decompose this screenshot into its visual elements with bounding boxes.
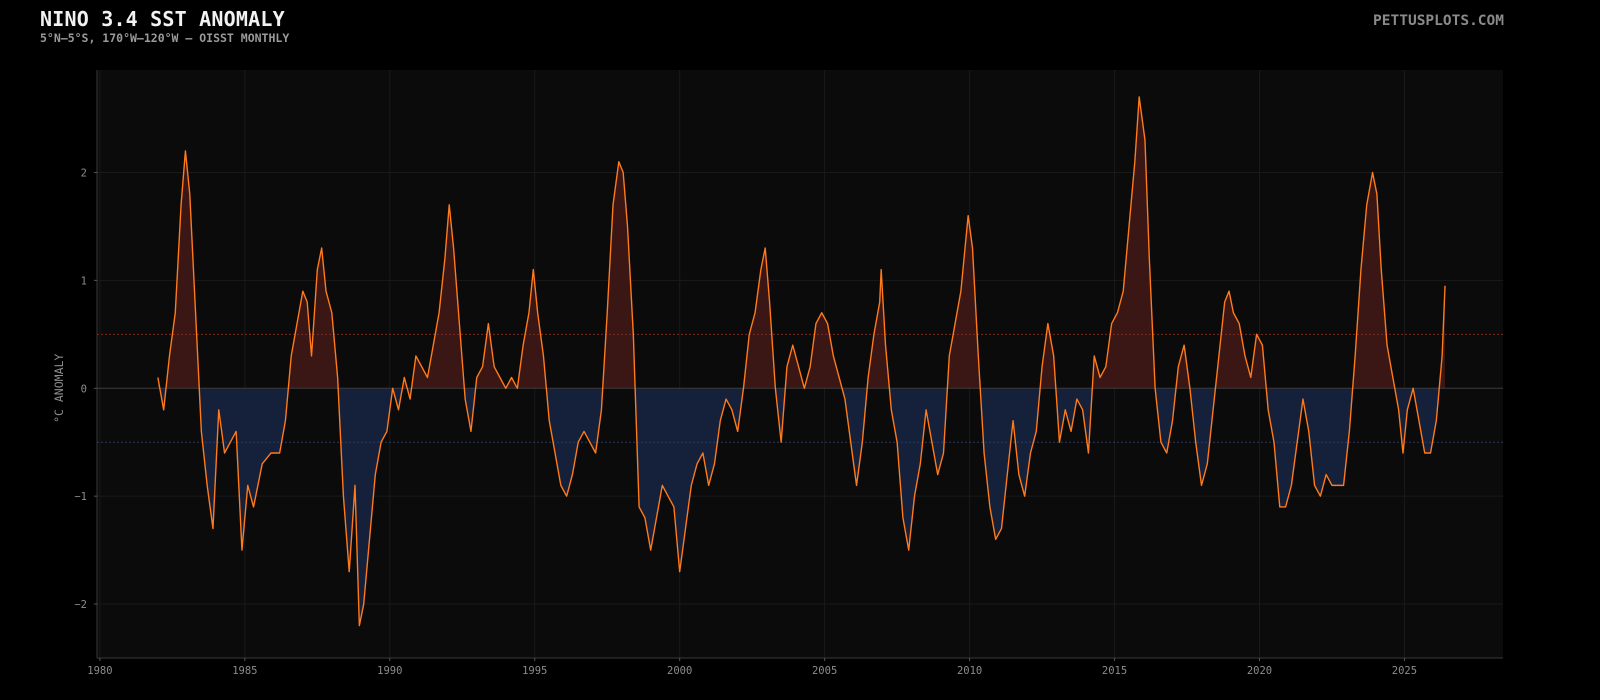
anomaly-fills — [157, 96, 1446, 626]
y-tick-label: 1 — [81, 275, 87, 287]
x-tick-label: 1985 — [232, 665, 257, 677]
x-tick-label: 2010 — [957, 665, 982, 677]
anomaly-line — [157, 96, 1446, 627]
y-tick-label: −1 — [74, 491, 87, 503]
chart-title: NINO 3.4 SST ANOMALY — [40, 7, 285, 31]
reference-lines — [97, 333, 1503, 443]
y-axis-ticks: −2 −1 0 1 2 — [74, 167, 97, 611]
anomaly-series — [157, 96, 1446, 627]
x-tick-label: 1995 — [522, 665, 547, 677]
brand-watermark: PETTUSPLOTS.COM — [1373, 13, 1504, 29]
cool-anomaly-fill — [157, 388, 1446, 626]
x-tick-label: 2000 — [667, 665, 692, 677]
x-tick-label: 2025 — [1392, 665, 1417, 677]
axes — [96, 70, 1503, 659]
y-axis-label: °C ANOMALY — [52, 354, 66, 423]
x-tick-label: 2005 — [812, 665, 837, 677]
x-axis-ticks: 1980 1985 1990 1995 2000 2005 2010 2015 2020 2025 — [87, 658, 1417, 677]
y-tick-label: −2 — [74, 599, 87, 611]
x-tick-label: 1990 — [377, 665, 402, 677]
warm-anomaly-fill — [157, 96, 1446, 389]
chart-subtitle: 5°N–5°S, 170°W–120°W — OISST MONTHLY — [40, 31, 290, 45]
x-tick-label: 2020 — [1247, 665, 1272, 677]
y-tick-label: 2 — [81, 167, 87, 179]
x-tick-label: 2015 — [1102, 665, 1127, 677]
x-tick-label: 1980 — [87, 665, 112, 677]
y-tick-label: 0 — [81, 383, 87, 395]
